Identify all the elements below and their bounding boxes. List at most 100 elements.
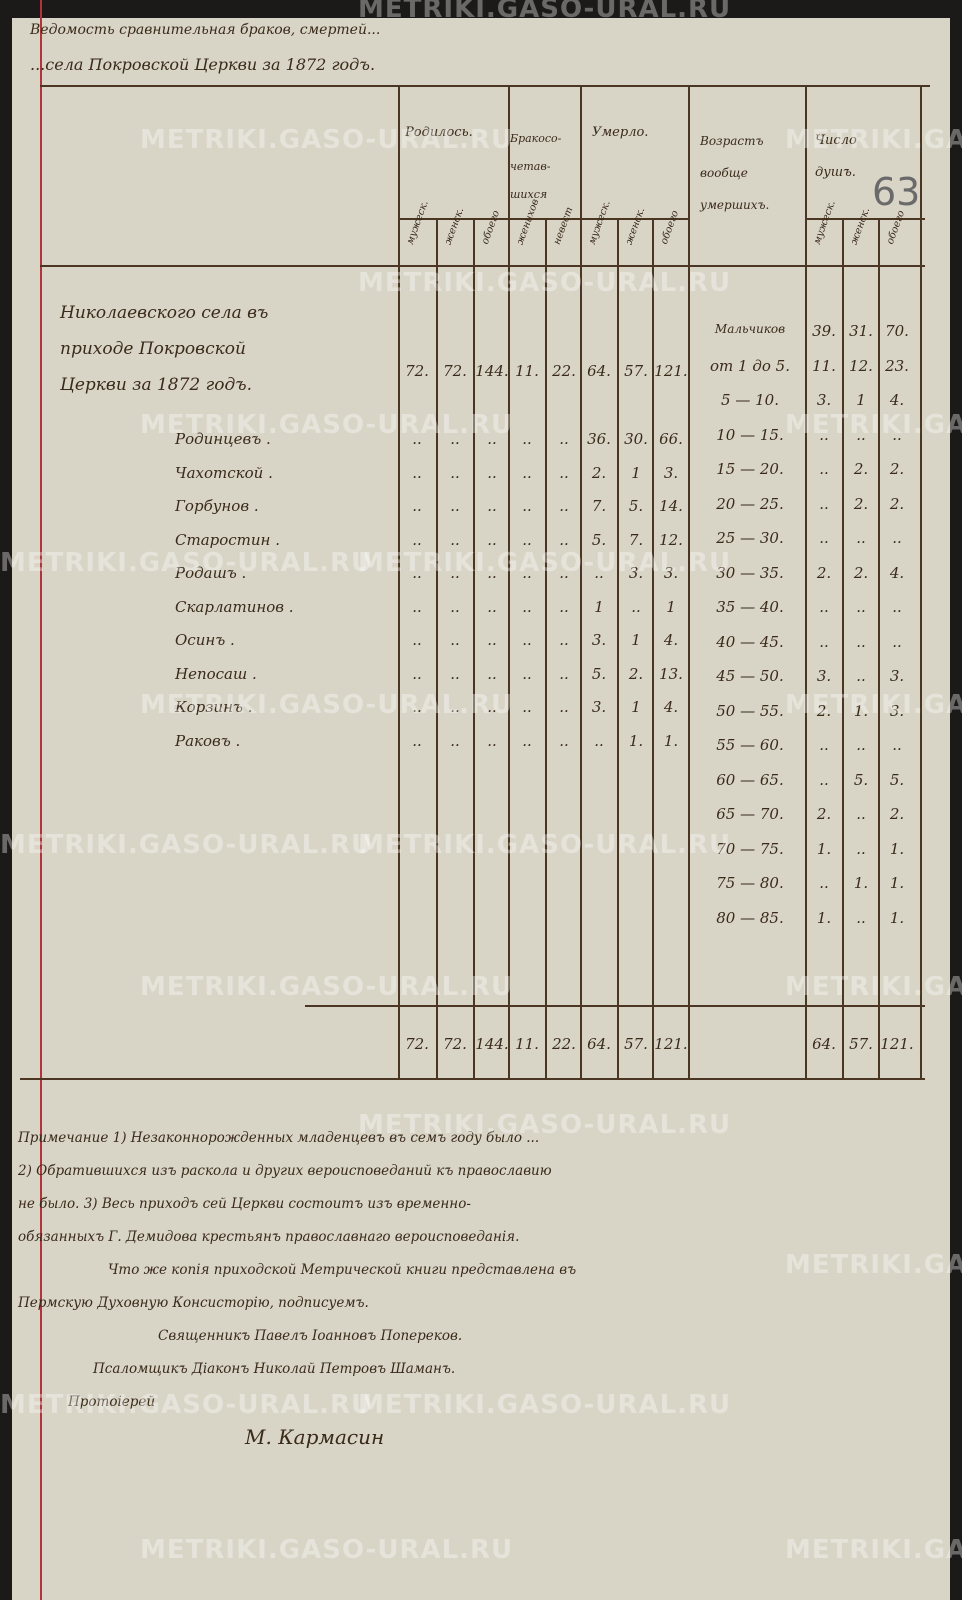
row-rule [305, 1005, 925, 1007]
summary-cell: 121. [654, 362, 688, 380]
left-heading-line: Николаевского села въ [60, 303, 269, 323]
age-range: 15 — 20. [716, 460, 784, 478]
title-line-2: ...села Покровской Церкви за 1872 годъ. [30, 55, 376, 74]
empty-cell: .. [559, 731, 569, 750]
souls-cell: 2. [816, 701, 832, 720]
empty-cell: .. [522, 631, 532, 649]
souls-cell: 70. [885, 322, 909, 340]
empty-cell: .. [412, 631, 422, 649]
empty-cell: .. [487, 664, 497, 683]
column-rule [878, 218, 880, 1078]
died-cell: 3. [663, 463, 679, 482]
total-cell: 144. [475, 1035, 509, 1053]
died-cell: .. [594, 731, 604, 750]
empty-cell: .. [450, 430, 460, 448]
column-rule [920, 85, 922, 1078]
header-age-line: Возрастъ [700, 134, 764, 148]
empty-cell: .. [412, 698, 422, 716]
watermark-text: METRIKI.GASO-URAL.RU [785, 1535, 962, 1565]
age-range: 20 — 25. [716, 494, 784, 513]
header-age: Возрастъ вообще умершихъ. [700, 125, 769, 221]
age-range: 65 — 70. [716, 805, 784, 823]
souls-cell: 3. [889, 667, 905, 685]
age-range: 80 — 85. [716, 908, 784, 927]
total-cell: 22. [552, 1035, 576, 1053]
souls-cell: 1. [889, 839, 905, 858]
empty-cell: .. [487, 631, 497, 649]
age-range: 5 — 10. [721, 391, 779, 409]
empty-cell: .. [412, 497, 422, 515]
souls-cell: .. [819, 494, 829, 513]
empty-cell: .. [522, 564, 532, 582]
village-name: Скарлатинов . [175, 597, 294, 616]
died-cell: 12. [659, 530, 683, 549]
header-souls-line: Число [815, 133, 857, 148]
watermark-text: METRIKI.GASO-URAL.RU [0, 830, 374, 860]
souls-cell: 1. [816, 839, 832, 858]
souls-cell: .. [819, 874, 829, 892]
empty-cell: .. [450, 597, 460, 616]
left-heading-line: приходе Покровской [60, 339, 246, 359]
died-cell: 14. [659, 497, 683, 515]
row-rule [40, 85, 930, 87]
summary-cell: 57. [624, 362, 648, 380]
died-cell: 30. [624, 430, 648, 448]
empty-cell: .. [450, 497, 460, 515]
souls-cell: 3. [889, 701, 905, 720]
summary-cell: 72. [443, 362, 467, 380]
age-range: 45 — 50. [716, 667, 784, 685]
empty-cell: .. [487, 497, 497, 515]
died-cell: 5. [628, 497, 644, 515]
died-cell: 7. [628, 530, 644, 549]
empty-cell: .. [450, 530, 460, 549]
empty-cell: .. [450, 631, 460, 649]
souls-cell: .. [856, 805, 866, 823]
empty-cell: .. [522, 497, 532, 515]
souls-cell: 5. [853, 770, 869, 789]
empty-cell: .. [559, 430, 569, 448]
souls-cell: .. [856, 425, 866, 444]
note-line: Примечание 1) Незаконнорожденных младенц… [18, 1130, 540, 1146]
empty-cell: .. [559, 564, 569, 582]
note-line: Псаломщикъ Діаконъ Николай Петровъ Шаман… [93, 1361, 456, 1377]
souls-cell: .. [819, 598, 829, 616]
age-range: 55 — 60. [716, 736, 784, 754]
empty-cell: .. [559, 631, 569, 649]
souls-cell: 2. [853, 563, 869, 582]
watermark-text: METRIKI.GASO-URAL.RU [358, 0, 732, 24]
watermark-text: METRIKI.GASO-URAL.RU [785, 1250, 962, 1280]
empty-cell: .. [522, 698, 532, 716]
souls-cell: .. [856, 908, 866, 927]
died-cell: 3. [591, 698, 607, 716]
souls-cell: 2. [853, 494, 869, 513]
total-cell: 57. [624, 1035, 648, 1053]
empty-cell: .. [522, 530, 532, 549]
souls-cell: 39. [812, 322, 836, 340]
note-line: не было. 3) Весь приходъ сей Церкви сост… [18, 1196, 471, 1212]
header-married: Бракосо- четав- шихся [510, 125, 561, 209]
note-line: Что же копія приходской Метрической книг… [108, 1262, 577, 1278]
total-cell: 72. [405, 1035, 429, 1053]
village-name: Непосаш . [175, 664, 257, 683]
column-rule [436, 218, 438, 1078]
souls-cell: 2. [816, 563, 832, 582]
column-rule [580, 85, 582, 1078]
souls-cell: 31. [849, 322, 873, 340]
total-cell: 72. [443, 1035, 467, 1053]
souls-cell: .. [819, 736, 829, 754]
watermark-text: METRIKI.GASO-URAL.RU [785, 410, 962, 440]
watermark-text: METRIKI.GASO-URAL.RU [140, 1535, 514, 1565]
souls-cell: .. [819, 529, 829, 547]
souls-cell: 2. [816, 805, 832, 823]
total-cell: 64. [587, 1035, 611, 1053]
column-rule [842, 218, 844, 1078]
column-rule [545, 218, 547, 1078]
souls-cell: .. [856, 632, 866, 651]
row-rule [805, 218, 925, 220]
died-cell: .. [594, 564, 604, 582]
row-rule [398, 218, 688, 220]
note-line: 2) Обратившихся изъ раскола и других вер… [18, 1163, 552, 1179]
died-cell: 1 [631, 631, 641, 649]
empty-cell: .. [450, 698, 460, 716]
watermark-text: METRIKI.GASO-URAL.RU [0, 548, 374, 578]
